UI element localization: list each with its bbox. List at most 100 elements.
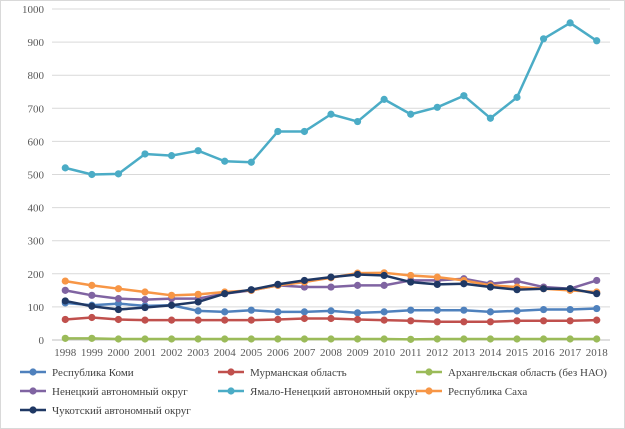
data-point — [141, 316, 149, 324]
data-point — [380, 95, 388, 103]
data-point — [61, 286, 69, 294]
legend-item: Мурманская область — [218, 367, 347, 379]
x-tick-label: 2007 — [293, 347, 316, 359]
data-point — [88, 334, 96, 342]
data-point — [300, 308, 309, 316]
data-point — [167, 335, 176, 343]
y-tick-label: 800 — [28, 70, 45, 82]
x-tick-label: 2003 — [187, 347, 210, 359]
x-tick-label: 2013 — [453, 347, 476, 359]
data-point — [460, 306, 468, 314]
x-tick-label: 2000 — [107, 347, 130, 359]
data-point — [407, 306, 415, 314]
data-point — [194, 316, 202, 324]
y-axis-ticks: 0 100 200 300 400 500 600 700 800 900 1000 — [22, 4, 45, 347]
data-point — [247, 158, 255, 166]
x-tick-label: 2018 — [586, 347, 609, 359]
data-point — [167, 316, 176, 324]
data-point — [114, 335, 123, 343]
data-point — [327, 110, 335, 118]
data-point — [300, 335, 309, 343]
data-point — [353, 315, 362, 324]
data-point — [566, 317, 574, 325]
data-point — [566, 305, 574, 314]
data-point — [433, 335, 441, 343]
data-point — [460, 318, 468, 326]
x-tick-label: 2014 — [479, 347, 502, 359]
data-point — [486, 318, 495, 326]
data-point — [114, 285, 123, 293]
data-point — [486, 283, 495, 291]
legend-swatch-marker — [425, 368, 433, 376]
data-point — [274, 127, 282, 136]
data-point — [167, 291, 176, 299]
legend-label: Республика Саха — [448, 386, 527, 398]
data-point — [593, 290, 601, 298]
legend-item: Архангельская область (без НАО) — [416, 367, 607, 379]
data-point — [513, 317, 521, 325]
data-point — [486, 114, 495, 122]
data-point — [566, 285, 574, 293]
data-point — [460, 92, 468, 100]
data-point — [486, 308, 495, 316]
data-point — [114, 295, 123, 303]
x-tick-label: 2004 — [214, 347, 237, 359]
data-point — [300, 127, 309, 136]
data-point — [513, 286, 521, 294]
y-tick-label: 1000 — [22, 4, 45, 16]
data-point — [141, 288, 149, 296]
legend-swatch-marker — [227, 368, 235, 376]
data-point — [88, 291, 96, 299]
y-tick-label: 700 — [28, 103, 45, 115]
data-point — [433, 103, 441, 111]
data-point — [61, 164, 69, 172]
series-layer — [61, 19, 601, 343]
data-point — [353, 281, 362, 289]
y-tick-label: 0 — [39, 335, 45, 347]
data-point — [274, 280, 282, 288]
data-point — [566, 335, 574, 343]
data-point — [380, 308, 388, 316]
data-point — [194, 290, 202, 298]
data-point — [167, 301, 176, 309]
data-point — [247, 306, 255, 314]
data-point — [221, 290, 229, 298]
x-tick-label: 2009 — [347, 347, 370, 359]
data-point — [513, 93, 521, 101]
legend-label: Чукотский автономный округ — [52, 405, 191, 417]
x-tick-label: 2006 — [267, 347, 290, 359]
y-tick-label: 900 — [28, 37, 45, 49]
x-tick-label: 2008 — [320, 347, 343, 359]
x-tick-label: 2016 — [533, 347, 556, 359]
legend-item: Республика Коми — [20, 367, 134, 379]
data-point — [513, 307, 521, 315]
data-point — [141, 335, 149, 343]
data-point — [274, 335, 282, 343]
data-point — [380, 335, 388, 343]
data-point — [247, 286, 255, 294]
data-point — [566, 19, 574, 27]
data-point — [539, 305, 548, 314]
data-point — [141, 303, 149, 312]
legend-item: Ненецкий автономный округ — [20, 386, 188, 398]
data-point — [327, 307, 335, 315]
data-point — [221, 157, 229, 165]
data-point — [114, 315, 123, 324]
data-point — [433, 280, 441, 288]
data-point — [114, 299, 123, 308]
legend-label: Ямало-Ненецкий автономный округ — [250, 386, 420, 398]
data-point — [486, 335, 495, 343]
data-point — [539, 335, 548, 343]
legend-label: Архангельская область (без НАО) — [448, 367, 607, 379]
data-point — [353, 117, 362, 126]
data-point — [61, 277, 69, 285]
data-point — [380, 316, 388, 324]
data-point — [433, 306, 441, 314]
data-point — [353, 270, 362, 279]
data-point — [593, 304, 601, 313]
data-point — [593, 276, 601, 285]
data-point — [167, 152, 176, 160]
data-point — [61, 297, 69, 305]
legend-swatch-marker — [227, 387, 235, 395]
